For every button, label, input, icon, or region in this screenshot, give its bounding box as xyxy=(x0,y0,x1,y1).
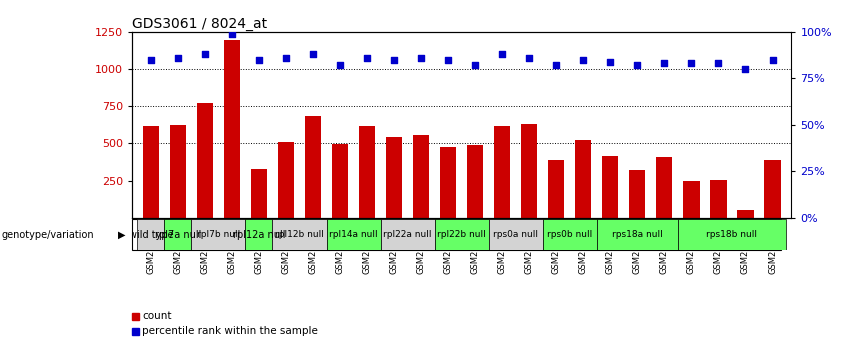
Bar xyxy=(678,219,786,250)
Bar xyxy=(737,210,754,218)
Bar xyxy=(380,219,435,250)
Bar xyxy=(413,135,429,218)
Point xyxy=(523,55,536,61)
Point xyxy=(171,55,185,61)
Bar xyxy=(359,126,375,218)
Point xyxy=(360,55,374,61)
Bar xyxy=(169,125,186,218)
Text: rps0a null: rps0a null xyxy=(494,230,538,239)
Bar xyxy=(305,116,321,218)
Point xyxy=(414,55,428,61)
Bar xyxy=(164,219,191,250)
Bar xyxy=(603,156,619,218)
Point xyxy=(306,51,320,57)
Text: GDS3061 / 8024_at: GDS3061 / 8024_at xyxy=(132,17,267,31)
Point xyxy=(334,62,347,68)
Bar xyxy=(224,40,240,218)
Bar xyxy=(197,103,213,218)
Text: rpl22b null: rpl22b null xyxy=(437,230,486,239)
Point xyxy=(495,51,509,57)
Text: rpl12b null: rpl12b null xyxy=(275,230,324,239)
Point xyxy=(442,57,455,63)
Bar xyxy=(467,145,483,218)
Point xyxy=(279,55,293,61)
Point xyxy=(198,51,212,57)
Bar xyxy=(597,219,678,250)
Bar xyxy=(629,170,645,218)
Bar xyxy=(440,147,456,218)
Point xyxy=(144,57,157,63)
Bar xyxy=(494,126,511,218)
Text: rpl14a null: rpl14a null xyxy=(329,230,378,239)
Bar xyxy=(488,219,543,250)
Text: rps18a null: rps18a null xyxy=(612,230,663,239)
Text: rpl7a null: rpl7a null xyxy=(155,229,201,240)
Bar xyxy=(132,313,139,320)
Bar xyxy=(386,137,403,218)
Bar xyxy=(278,142,294,218)
Text: ▶: ▶ xyxy=(118,229,126,240)
Text: percentile rank within the sample: percentile rank within the sample xyxy=(142,326,317,336)
Bar xyxy=(251,169,267,218)
Bar xyxy=(143,126,159,218)
Bar xyxy=(191,219,245,250)
Bar xyxy=(245,219,272,250)
Bar xyxy=(137,219,164,250)
Point xyxy=(226,31,239,36)
Bar xyxy=(521,124,537,218)
Text: rpl7b null: rpl7b null xyxy=(197,230,240,239)
Point xyxy=(468,62,482,68)
Bar xyxy=(543,219,597,250)
Bar xyxy=(332,144,348,218)
Bar xyxy=(656,158,672,218)
Point xyxy=(766,57,780,63)
Bar xyxy=(683,181,700,218)
Bar xyxy=(272,219,327,250)
Point xyxy=(550,62,563,68)
Text: rpl12a null: rpl12a null xyxy=(232,229,285,240)
Point xyxy=(603,59,617,64)
Bar xyxy=(711,180,727,218)
Bar xyxy=(435,219,488,250)
Bar xyxy=(575,140,591,218)
Point xyxy=(739,66,752,72)
Text: genotype/variation: genotype/variation xyxy=(2,229,94,240)
Point xyxy=(711,61,725,66)
Point xyxy=(252,57,266,63)
Text: wild type: wild type xyxy=(129,229,173,240)
Point xyxy=(576,57,590,63)
Point xyxy=(387,57,401,63)
Text: rpl22a null: rpl22a null xyxy=(383,230,431,239)
Bar xyxy=(132,328,139,335)
Point xyxy=(684,61,698,66)
Bar xyxy=(327,219,380,250)
Bar xyxy=(548,160,564,218)
Point xyxy=(658,61,671,66)
Text: count: count xyxy=(142,311,171,321)
Bar xyxy=(764,160,780,218)
Text: rps18b null: rps18b null xyxy=(706,230,757,239)
Point xyxy=(631,62,644,68)
Text: rps0b null: rps0b null xyxy=(547,230,592,239)
